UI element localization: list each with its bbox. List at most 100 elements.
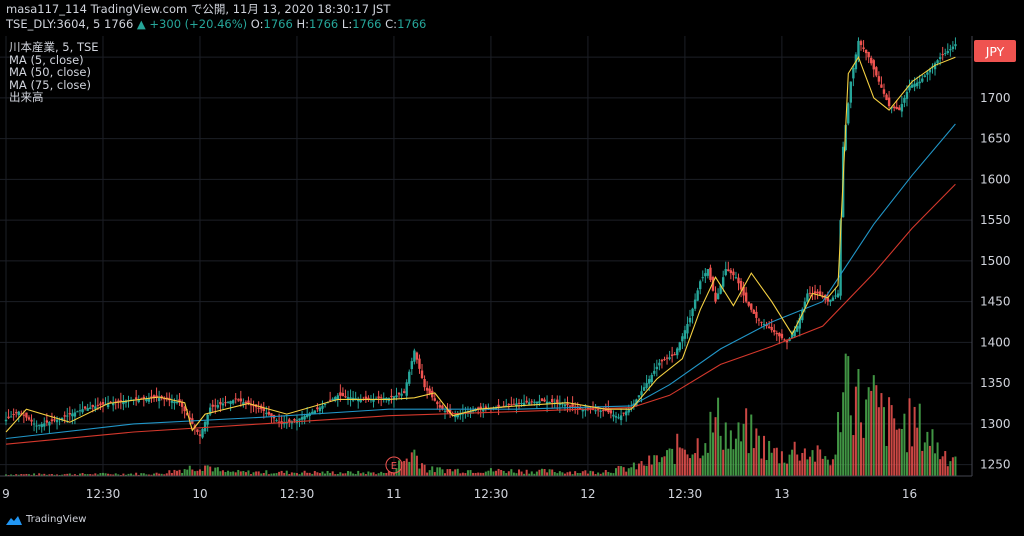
candle-body	[203, 421, 207, 432]
candle-body	[946, 51, 949, 53]
earnings-marker-label: E	[391, 461, 397, 472]
volume-bar	[372, 472, 375, 476]
legend-ma50[interactable]: MA (50, close)	[9, 65, 91, 79]
candle-body	[25, 412, 28, 418]
volume-bar	[750, 414, 753, 476]
earnings-marker[interactable]: E	[385, 456, 403, 474]
volume-bar	[877, 407, 880, 476]
candle-body	[579, 406, 582, 410]
volume-bar	[260, 473, 263, 476]
candle-body	[885, 94, 888, 100]
candle-body	[737, 277, 740, 284]
volume-bar	[497, 468, 500, 476]
candle-body	[35, 425, 38, 427]
candle-body	[147, 398, 151, 402]
volume-bar	[635, 469, 638, 476]
legend-ma5[interactable]: MA (5, close)	[9, 52, 84, 67]
candle-body	[37, 424, 41, 426]
candle-body	[134, 397, 138, 400]
candle-body	[32, 423, 36, 425]
volume-bar	[234, 472, 237, 476]
candle-body	[862, 47, 865, 50]
candle-body	[584, 409, 587, 411]
volume-bar	[382, 472, 385, 476]
candle-body	[683, 330, 687, 339]
x-tick-label: 11	[386, 487, 401, 501]
volume-bar	[53, 474, 56, 476]
volume-bar	[691, 454, 694, 476]
legend-volume[interactable]: 出来高	[9, 90, 44, 104]
legend-title[interactable]: 川本産業, 5, TSE	[9, 40, 99, 54]
volume-bar	[576, 473, 579, 476]
grid-lines	[0, 36, 972, 476]
candle-body	[405, 382, 408, 396]
candle-body	[482, 408, 485, 412]
volume-bar	[558, 471, 561, 476]
candle-body	[446, 409, 449, 413]
volume-bar	[780, 451, 783, 476]
ohlc-high-value: 1766	[308, 17, 339, 31]
volume-bar	[770, 452, 773, 476]
candle-body	[68, 413, 72, 415]
volume-bar	[278, 471, 281, 476]
legend-ma75[interactable]: MA (75, close)	[9, 77, 91, 92]
volume-bar	[89, 474, 92, 476]
candle-body	[53, 419, 56, 421]
candle-body	[938, 57, 942, 59]
footer-brand[interactable]: TradingView	[6, 514, 86, 525]
volume-bar	[275, 473, 278, 476]
candle-body	[344, 396, 347, 398]
candle-body	[803, 301, 807, 308]
currency-badge[interactable]: JPY	[974, 40, 1016, 62]
volume-bar	[142, 473, 145, 476]
ma75-line	[5, 183, 956, 445]
candle-body	[910, 84, 914, 88]
volume-bar	[132, 474, 135, 476]
candle-body	[895, 107, 898, 110]
candle-body	[670, 354, 674, 356]
volume-bar	[875, 385, 878, 476]
candle-body	[229, 401, 232, 404]
volume-bar	[265, 470, 268, 476]
volume-bar	[257, 471, 260, 476]
candle-body	[668, 357, 671, 360]
candle-body	[699, 281, 702, 290]
volume-bar	[671, 448, 674, 476]
candle-body	[73, 412, 77, 417]
volume-bar	[362, 472, 365, 476]
candle-body	[239, 398, 243, 402]
candle-body	[558, 403, 562, 406]
volume-bar	[35, 474, 38, 476]
volume-bar	[643, 465, 646, 476]
volume-bar	[849, 415, 852, 476]
volume-bar	[717, 397, 720, 476]
volume-bar	[352, 473, 355, 476]
volume-bar	[857, 369, 860, 476]
candle-body	[954, 44, 957, 47]
volume-bar	[22, 474, 25, 476]
volume-bar	[446, 469, 449, 476]
candle-body	[622, 412, 625, 414]
candle-body	[4, 419, 8, 422]
volume-bar	[176, 470, 179, 476]
volume-bar	[114, 473, 117, 476]
volume-bar	[571, 474, 574, 476]
volume-bar	[535, 471, 538, 476]
y-tick-label: 1650	[980, 132, 1011, 146]
candle-body	[563, 404, 567, 407]
volume-bar	[165, 473, 168, 476]
candle-body	[150, 396, 153, 399]
candle-body	[469, 410, 472, 414]
candle-body	[550, 398, 554, 403]
x-tick-label: 10	[192, 487, 207, 501]
candle-body	[109, 401, 112, 404]
candle-body	[234, 398, 237, 400]
volume-bar	[785, 463, 788, 476]
candle-body	[847, 103, 850, 124]
volume-bar	[482, 472, 485, 476]
volume-bar	[563, 473, 566, 476]
volume-bar	[734, 438, 737, 476]
volume-bar	[495, 470, 498, 476]
volume-bar	[941, 456, 944, 476]
